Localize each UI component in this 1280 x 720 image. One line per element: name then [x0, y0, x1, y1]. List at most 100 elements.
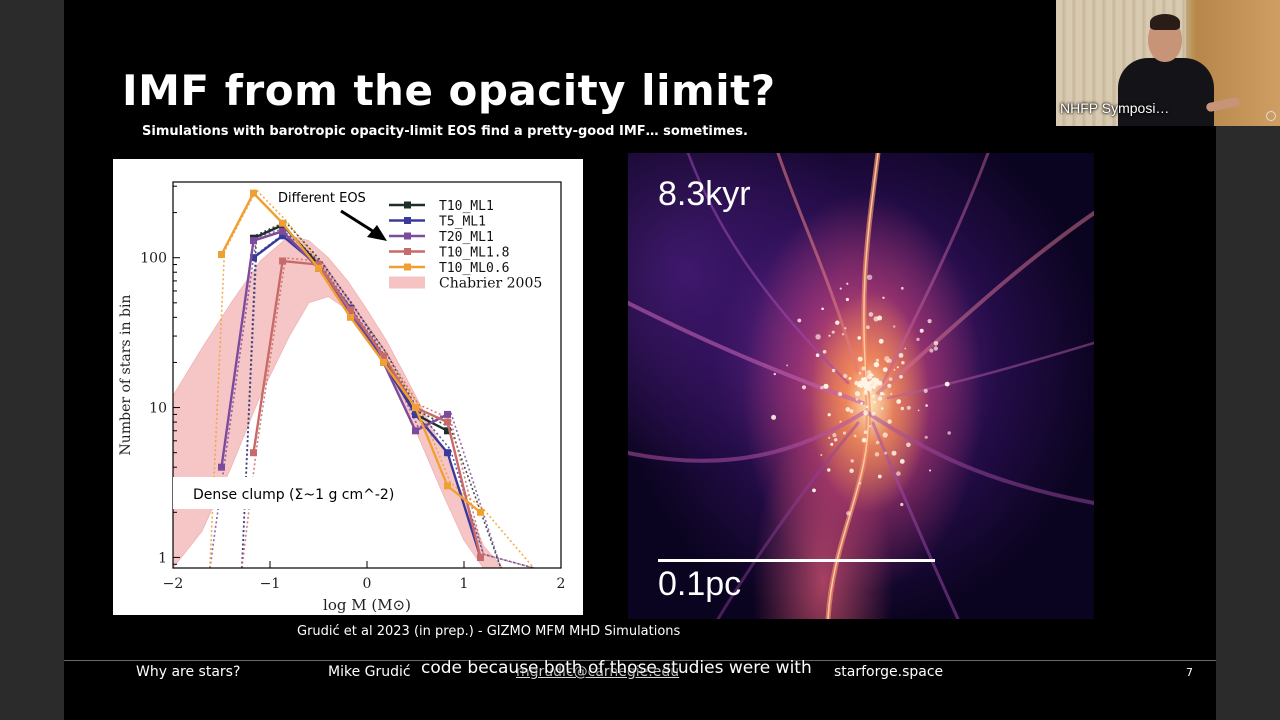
star-particle [850, 459, 854, 463]
star-particle [917, 409, 920, 412]
star-particle [786, 364, 789, 367]
star-particle [861, 366, 866, 371]
live-caption: code because both of those studies were … [421, 658, 812, 678]
webcam-participant-label: NHFP Symposi… [1060, 100, 1170, 116]
star-particle [863, 430, 868, 435]
data-point [279, 219, 287, 227]
star-particle [866, 325, 870, 329]
data-point [477, 553, 484, 561]
x-tick-label: −2 [163, 576, 184, 592]
star-particle [882, 367, 888, 372]
data-point [380, 358, 387, 366]
data-point [444, 418, 451, 426]
star-particle [884, 356, 890, 362]
star-particle [801, 385, 807, 390]
legend-swatch-chabrier [389, 276, 425, 289]
star-particle [827, 413, 831, 417]
star-particle [924, 435, 928, 439]
star-particle [844, 327, 847, 330]
star-particle [884, 451, 888, 455]
star-particle [863, 410, 869, 416]
star-particle [896, 366, 899, 369]
star-particle [822, 349, 827, 354]
speaker-webcam[interactable]: NHFP Symposi… [1056, 0, 1280, 126]
data-point [347, 313, 354, 321]
data-point [315, 264, 322, 272]
star-particle [923, 388, 928, 393]
star-particle [855, 398, 859, 401]
star-particle [835, 320, 840, 325]
star-particle [919, 328, 924, 333]
star-particle [929, 469, 932, 472]
star-particle [830, 442, 834, 446]
data-point [250, 189, 257, 197]
model-curve-3 [241, 257, 535, 569]
star-particle [827, 468, 831, 472]
legend-label-T10_ML1: T10_ML1 [439, 199, 494, 214]
star-particle [929, 348, 934, 353]
star-particle [893, 368, 896, 371]
star-particle [845, 407, 851, 412]
star-particle [865, 385, 871, 391]
star-particle [859, 482, 862, 485]
data-point [218, 251, 225, 258]
star-particle [815, 334, 821, 340]
legend-label-T20_ML1: T20_ML1 [439, 230, 494, 245]
footer-website[interactable]: starforge.space [834, 664, 944, 680]
star-particle [874, 452, 880, 457]
data-point [380, 352, 387, 360]
star-particle [880, 407, 884, 410]
star-particle [916, 337, 920, 342]
star-particle [870, 391, 873, 394]
data-point [250, 449, 257, 457]
star-particle [839, 392, 843, 396]
legend-label-T5_ML1: T5_ML1 [439, 215, 486, 230]
star-particle [893, 325, 896, 328]
star-particle [878, 338, 884, 344]
legend-marker [404, 232, 411, 240]
footer-email-link[interactable]: mgrudic@carnegie.edu [516, 664, 680, 680]
star-particle [933, 346, 938, 351]
series-line-T5_ML1 [252, 234, 482, 558]
star-particle [863, 391, 868, 396]
model-curve-1 [241, 231, 535, 569]
x-tick-label: 2 [557, 576, 566, 592]
star-particle [871, 411, 876, 416]
data-point [250, 254, 257, 262]
simulation-snapshot: 8.3kyr 0.1pc [628, 153, 1094, 619]
speaker-body [1118, 58, 1214, 126]
x-tick-label: 1 [460, 576, 469, 592]
star-particle [858, 371, 862, 375]
star-particle [906, 405, 911, 410]
star-particle [925, 404, 928, 407]
series-line-T10_ML1.8 [252, 259, 482, 558]
star-particle [900, 502, 904, 507]
star-particle [883, 393, 886, 396]
x-axis-label: log M (M⊙) [323, 596, 411, 614]
star-particle [821, 307, 824, 311]
data-point [279, 227, 287, 235]
star-particle [771, 414, 777, 420]
star-particle [812, 488, 816, 493]
data-point [412, 404, 419, 412]
slide-subtitle: Simulations with barotropic opacity-limi… [142, 124, 748, 139]
y-tick-label: 10 [149, 401, 167, 417]
star-particle [900, 406, 905, 411]
star-particle [857, 356, 863, 362]
annotation-clump-bg [173, 477, 423, 509]
footer-divider [64, 660, 1216, 661]
figure-credit: Grudić et al 2023 (in prep.) - GIZMO MFM… [297, 624, 681, 639]
star-particle [854, 391, 861, 397]
star-particle [861, 437, 867, 443]
footer-author: Mike Grudić [328, 664, 411, 680]
star-particle [832, 433, 837, 438]
star-particle [848, 377, 852, 380]
star-particle [887, 419, 892, 424]
slide-page-number: 7 [1186, 666, 1193, 679]
data-point [315, 261, 322, 269]
star-particle [904, 347, 907, 350]
star-particle [901, 361, 905, 365]
star-particle [797, 318, 802, 323]
star-particle [872, 385, 876, 389]
star-particle [843, 373, 848, 379]
